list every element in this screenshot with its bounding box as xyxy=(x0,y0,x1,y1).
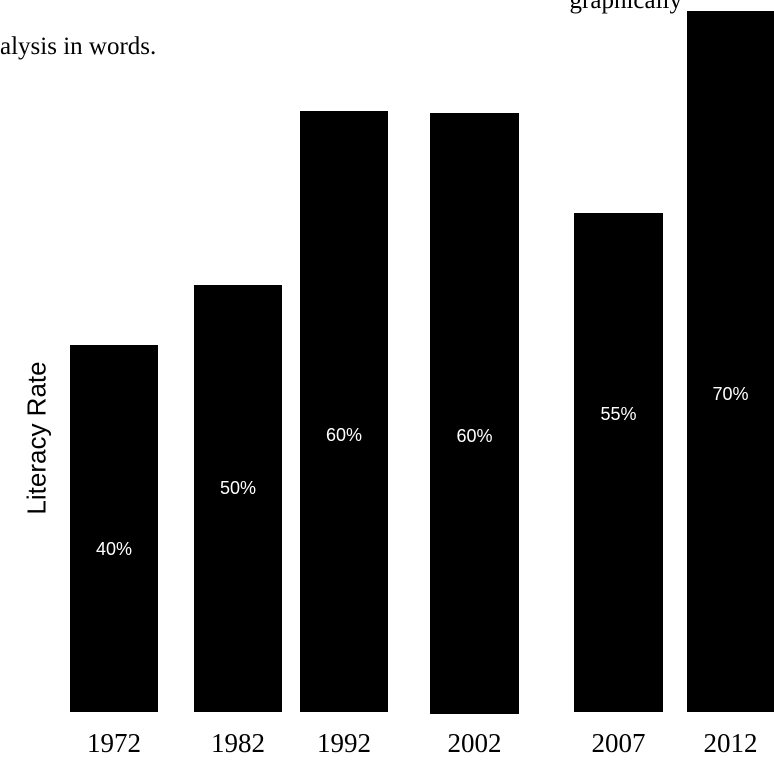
bar-2002 xyxy=(430,113,519,714)
data-label-1972: 40% xyxy=(96,539,132,559)
bar-1982 xyxy=(194,285,282,712)
data-label-1992: 60% xyxy=(326,425,362,445)
x-tick-label-2012: 2012 xyxy=(704,728,758,758)
question-text: graphically alysis in words. xyxy=(0,0,774,80)
data-label-2002: 60% xyxy=(456,426,492,446)
data-label-1982: 50% xyxy=(220,478,256,498)
data-label-2007: 55% xyxy=(600,404,636,424)
bar-2012 xyxy=(687,11,774,712)
x-tick-label-2002: 2002 xyxy=(448,728,502,758)
x-tick-label-1992: 1992 xyxy=(317,728,371,758)
question-line-1: graphically xyxy=(569,0,682,14)
x-tick-label-1972: 1972 xyxy=(87,728,141,758)
x-tick-label-2007: 2007 xyxy=(592,728,646,758)
data-label-2012: 70% xyxy=(712,384,748,404)
bar-1992 xyxy=(300,111,388,712)
bar-2007 xyxy=(574,213,663,712)
bar-1972 xyxy=(70,345,158,712)
x-tick-label-1982: 1982 xyxy=(211,728,265,758)
question-line-2: alysis in words. xyxy=(0,33,157,60)
